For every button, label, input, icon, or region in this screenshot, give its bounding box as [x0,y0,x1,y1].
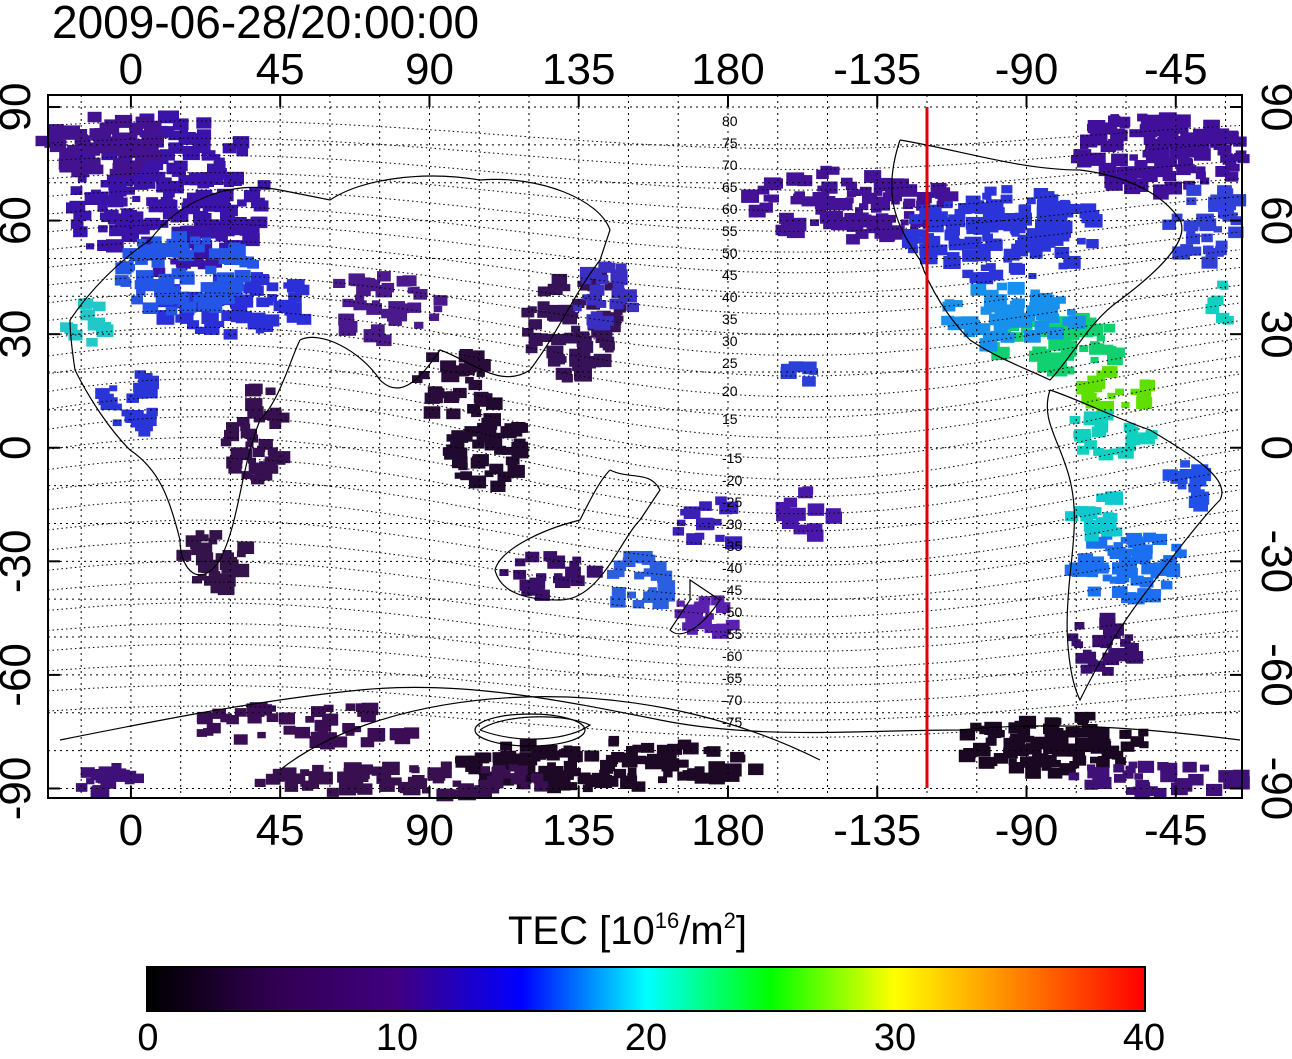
colorbar [146,966,1146,1012]
contour-label-75: 75 [722,135,738,151]
contour-label--75: -75 [722,714,742,730]
contour-label--65: -65 [722,670,742,686]
lon-label-bottom--135: -135 [833,806,921,855]
axis-tick-labels: 0045459090135135180180-135-135-90-90-45-… [0,45,1292,855]
lon-label-bottom-90: 90 [405,806,454,855]
contour-label-50: 50 [722,245,738,261]
lon-label-top-180: 180 [691,45,764,94]
lat-label-left--60: -60 [0,643,40,707]
lon-label-top-135: 135 [542,45,615,94]
contour-label-60: 60 [722,201,738,217]
contour-label-45: 45 [722,267,738,283]
contour-label--20: -20 [722,472,742,488]
tec-data-patches [35,110,1250,802]
lat-label-left-0: 0 [0,435,40,459]
map-frame [47,94,1243,799]
contour-label-70: 70 [722,157,738,173]
lon-label-top--90: -90 [995,45,1059,94]
lon-label-top-0: 0 [119,45,143,94]
lon-label-bottom-0: 0 [119,806,143,855]
lon-label-top--45: -45 [1144,45,1208,94]
contour-label--45: -45 [722,582,742,598]
lat-label-left--30: -30 [0,530,40,594]
lon-label-bottom-135: 135 [542,806,615,855]
magnetic-latitude-contours [47,120,1241,771]
contour-label--30: -30 [722,516,742,532]
contour-labels: 80 75 70 65 60 55 50 45 40 35 30 25 20 15 -15 -20 -25 -30… [722,113,742,730]
contour-label--60: -60 [722,648,742,664]
colorbar-tick-20: 20 [624,1017,668,1059]
map-timestamp: 2009-06-28/20:00:00 [52,0,480,48]
colorbar-tick-30: 30 [873,1017,917,1059]
contour-label--25: -25 [722,494,742,510]
lat-label-right--60: -60 [1252,643,1292,707]
colorbar-tick-10: 10 [375,1017,419,1059]
lon-label-bottom--45: -45 [1144,806,1208,855]
lat-label-right-0: 0 [1252,435,1292,459]
contour-label--35: -35 [722,538,742,554]
lat-label-left-90: 90 [0,83,40,132]
lat-label-right-30: 30 [1252,310,1292,359]
lon-label-bottom-45: 45 [256,806,305,855]
colorbar-title: TEC [1016/m2] [508,908,748,953]
lon-label-bottom--90: -90 [995,806,1059,855]
lat-label-right--90: -90 [1252,757,1292,821]
contour-label--40: -40 [722,560,742,576]
contour-label-40: 40 [722,289,738,305]
contour-label--50: -50 [722,604,742,620]
contour-label--70: -70 [722,692,742,708]
contour-label-15: 15 [722,411,738,427]
lon-label-top-45: 45 [256,45,305,94]
axis-ticks [48,95,1242,798]
lat-label-right-90: 90 [1252,83,1292,132]
lat-label-left-60: 60 [0,196,40,245]
lat-lon-grid [48,95,1242,798]
colorbar-tick-0: 0 [137,1017,159,1059]
contour-label--55: -55 [722,626,742,642]
lat-label-left--90: -90 [0,757,40,821]
lat-label-right-60: 60 [1252,196,1292,245]
colorbar-tick-40: 40 [1122,1017,1166,1059]
contour-label-80: 80 [722,113,738,129]
contour-label--15: -15 [722,450,742,466]
lat-label-left-30: 30 [0,310,40,359]
contour-label-65: 65 [722,179,738,195]
contour-label-20: 20 [722,383,738,399]
lon-label-top--135: -135 [833,45,921,94]
coastlines [59,139,1241,741]
contour-label-35: 35 [722,311,738,327]
contour-label-25: 25 [722,355,738,371]
lat-label-right--30: -30 [1252,530,1292,594]
lon-label-bottom-180: 180 [691,806,764,855]
lon-label-top-90: 90 [405,45,454,94]
contour-label-55: 55 [722,223,738,239]
contour-label-30: 30 [722,333,738,349]
